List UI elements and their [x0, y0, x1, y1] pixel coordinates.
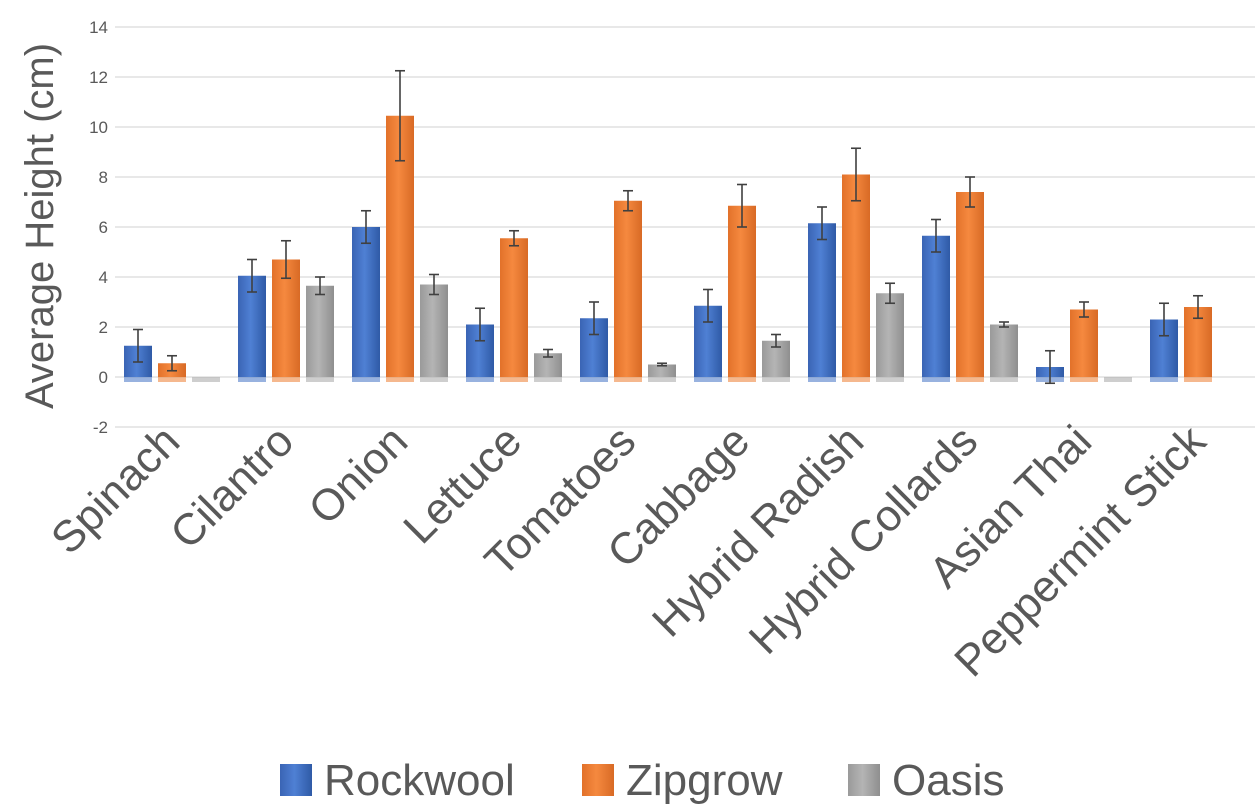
- bar-base: [272, 377, 300, 382]
- bar-base: [728, 377, 756, 382]
- bar-body: [842, 175, 870, 378]
- bar-body: [956, 192, 984, 377]
- bar-base: [420, 377, 448, 382]
- bar-zipgrow-lettuce: [500, 231, 528, 382]
- bar-zipgrow-cilantro: [272, 241, 300, 382]
- bar-oasis-spinach: [192, 377, 220, 382]
- y-tick-label: 4: [99, 268, 108, 287]
- bar-base: [956, 377, 984, 382]
- bar-oasis-cilantro: [306, 277, 334, 382]
- bar-zipgrow-spinach: [158, 356, 186, 382]
- bar-base: [580, 377, 608, 382]
- bar-rockwool-hybrid-collards: [922, 220, 950, 383]
- bar-body: [728, 206, 756, 377]
- bar-zipgrow-hybrid-collards: [956, 177, 984, 382]
- bar-base: [876, 377, 904, 382]
- y-tick-label: 10: [89, 118, 108, 137]
- bar-body: [420, 285, 448, 378]
- bar-base: [352, 377, 380, 382]
- bar-oasis-cabbage: [762, 335, 790, 383]
- bar-body: [1070, 310, 1098, 378]
- bar-base: [158, 377, 186, 382]
- bar-body: [922, 236, 950, 377]
- x-tick-label: Cilantro: [161, 416, 303, 558]
- bar-body: [614, 201, 642, 377]
- bar-oasis-onion: [420, 275, 448, 383]
- bar-base: [1184, 377, 1212, 382]
- legend-item-rockwool: Rockwool: [280, 756, 515, 805]
- bar-rockwool-onion: [352, 211, 380, 382]
- bar-base: [990, 377, 1018, 382]
- bar-base: [694, 377, 722, 382]
- bar-base: [1104, 377, 1132, 382]
- bar-oasis-hybrid-radish: [876, 283, 904, 382]
- bar-rockwool-asian-thai: [1036, 351, 1064, 384]
- y-tick-label: 6: [99, 218, 108, 237]
- legend-swatch: [582, 764, 614, 796]
- bar-rockwool-cabbage: [694, 290, 722, 383]
- bar-rockwool-hybrid-radish: [808, 207, 836, 382]
- legend-swatch: [848, 764, 880, 796]
- bar-zipgrow-peppermint-stick: [1184, 296, 1212, 382]
- bar-oasis-lettuce: [534, 350, 562, 383]
- bar-base: [614, 377, 642, 382]
- bar-body: [808, 223, 836, 377]
- bar-body: [876, 293, 904, 377]
- bar-body: [352, 227, 380, 377]
- x-tick-label: Spinach: [42, 416, 189, 563]
- bar-base: [842, 377, 870, 382]
- y-tick-label: 8: [99, 168, 108, 187]
- bar-zipgrow-tomatoes: [614, 191, 642, 382]
- bar-zipgrow-hybrid-radish: [842, 148, 870, 382]
- y-tick-label: 12: [89, 68, 108, 87]
- bar-oasis-asian-thai: [1104, 377, 1132, 382]
- bar-zipgrow-onion: [386, 71, 414, 382]
- y-axis-label: Average Height (cm): [18, 43, 62, 409]
- bar-base: [808, 377, 836, 382]
- bar-base: [466, 377, 494, 382]
- bar-body: [306, 286, 334, 377]
- bar-body: [990, 325, 1018, 378]
- legend-item-zipgrow: Zipgrow: [582, 756, 783, 805]
- bar-base: [762, 377, 790, 382]
- legend-item-oasis: Oasis: [848, 756, 1004, 805]
- y-tick-label: 14: [89, 18, 108, 37]
- bar-oasis-tomatoes: [648, 363, 676, 382]
- bar-body: [500, 238, 528, 377]
- bar-base: [1150, 377, 1178, 382]
- bar-oasis-hybrid-collards: [990, 322, 1018, 382]
- bar-base: [306, 377, 334, 382]
- bar-zipgrow-asian-thai: [1070, 302, 1098, 382]
- y-tick-label: 0: [99, 368, 108, 387]
- y-axis-ticks: -2 0 2 4 6 8 10 12 14: [89, 18, 108, 437]
- legend-swatch: [280, 764, 312, 796]
- bar-base: [922, 377, 950, 382]
- bar-rockwool-lettuce: [466, 308, 494, 382]
- bar-rockwool-cilantro: [238, 260, 266, 383]
- bar-base: [1070, 377, 1098, 382]
- bar-rockwool-spinach: [124, 330, 152, 383]
- bar-rockwool-tomatoes: [580, 302, 608, 382]
- y-tick-label: 2: [99, 318, 108, 337]
- legend-label: Oasis: [892, 756, 1004, 805]
- y-tick-label: -2: [93, 418, 108, 437]
- bar-base: [534, 377, 562, 382]
- bar-zipgrow-cabbage: [728, 185, 756, 383]
- bar-base: [648, 377, 676, 382]
- bar-base: [386, 377, 414, 382]
- legend-label: Rockwool: [324, 756, 515, 805]
- bar-base: [500, 377, 528, 382]
- bar-base: [124, 377, 152, 382]
- x-axis-ticks: SpinachCilantroOnionLettuceTomatoesCabba…: [42, 416, 1216, 687]
- bar-rockwool-peppermint-stick: [1150, 303, 1178, 382]
- legend-label: Zipgrow: [626, 756, 783, 805]
- bar-base: [238, 377, 266, 382]
- bar-base: [192, 377, 220, 382]
- legend: Rockwool Zipgrow Oasis: [280, 756, 1004, 805]
